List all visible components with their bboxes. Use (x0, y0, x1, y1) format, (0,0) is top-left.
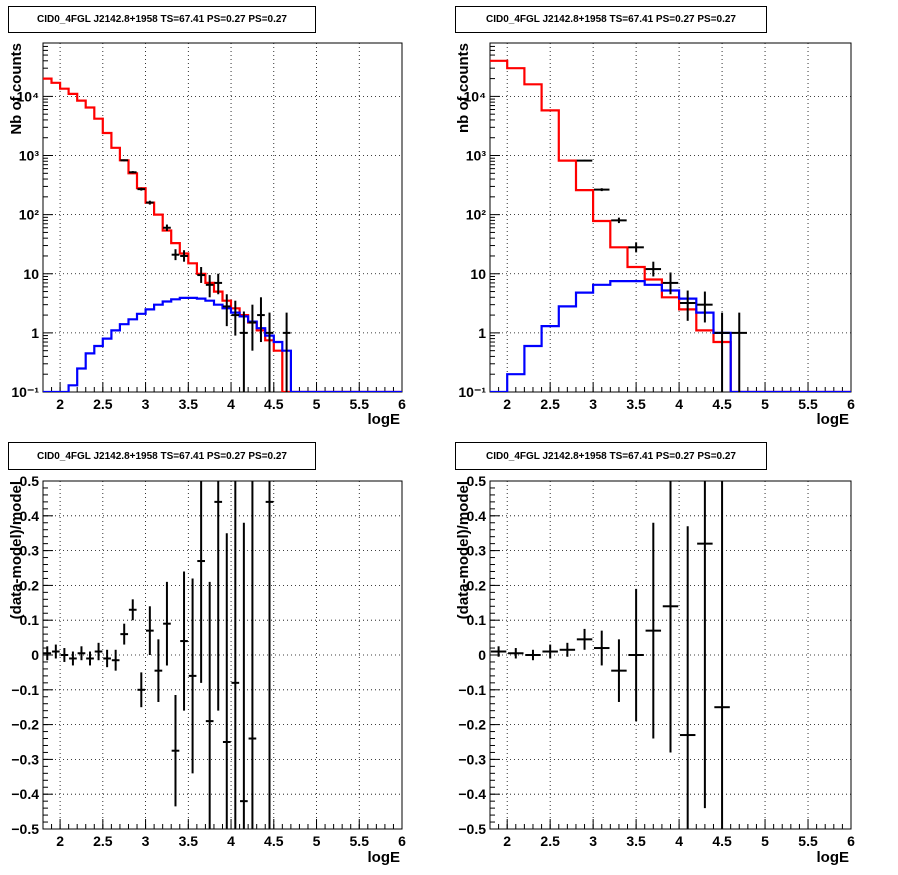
y-axis-label: nb of counts (455, 43, 472, 133)
y-axis-label: (data-model)/model (455, 481, 472, 619)
x-tick-label: 3.5 (626, 396, 646, 412)
x-tick-label: 6 (398, 833, 406, 849)
y-tick-label: −0.1 (458, 682, 486, 698)
x-tick-label: 2 (503, 396, 511, 412)
y-tick-label: 1 (478, 325, 486, 341)
y-tick-label: 10 (470, 266, 486, 282)
x-axis-label: logE (368, 849, 401, 866)
y-tick-label: 0.3 (20, 543, 40, 559)
y-tick-label: −0.4 (11, 786, 39, 802)
plot-frame (42, 42, 403, 393)
x-tick-label: 3 (142, 396, 150, 412)
x-tick-label: 4 (675, 396, 683, 412)
y-axis-label: Nb of counts (8, 43, 25, 135)
y-tick-label: 10³ (466, 148, 487, 164)
y-tick-label: 10³ (19, 148, 40, 164)
x-tick-label: 4.5 (264, 396, 284, 412)
plot-area (43, 77, 402, 392)
y-tick-label: 10⁴ (464, 88, 487, 104)
x-tick-label: 4.5 (264, 833, 284, 849)
x-tick-label: 2.5 (93, 396, 113, 412)
x-tick-label: 6 (847, 833, 855, 849)
x-tick-label: 5 (313, 833, 321, 849)
y-tick-label: 10⁴ (17, 88, 40, 104)
chart-panel-1: 2 2.5 3 3.5 4 4.5 5 5.5 6 10⁻¹ 1 10 10² 10³ 10⁴ logE Nb … (8, 42, 406, 428)
chart-panel-3: 2 2.5 3 3.5 4 4.5 5 5.5 6 −0.5 −0.4 −0.3 −0.2 −0.1 0 0.… (8, 473, 406, 866)
series-step-line-model-total (490, 59, 851, 392)
x-tick-label: 3.5 (179, 833, 199, 849)
x-tick-label: 3 (589, 396, 597, 412)
plot-area (490, 481, 730, 829)
x-axis-label: logE (817, 849, 850, 866)
y-tick-label: 0.5 (20, 473, 40, 489)
y-tick-label: −0.3 (11, 751, 39, 767)
y-tick-label: 0.2 (467, 577, 487, 593)
y-tick-label: −0.5 (458, 821, 486, 837)
y-tick-label: 0.4 (467, 508, 487, 524)
y-tick-label: −0.4 (458, 786, 486, 802)
panel-title-top-right: CID0_4FGL J2142.8+1958 TS=67.41 PS=0.27 … (455, 6, 767, 33)
x-tick-label: 2 (56, 396, 64, 412)
x-tick-label: 5 (761, 833, 769, 849)
y-tick-label: 1 (31, 325, 39, 341)
x-tick-label: 2.5 (540, 396, 560, 412)
chart-panel-4: 2 2.5 3 3.5 4 4.5 5 5.5 6 −0.5 −0.4 −0.3 −0.2 −0.1 0 0.… (455, 473, 855, 866)
y-tick-label: −0.3 (458, 751, 486, 767)
y-tick-label: 10 (23, 266, 39, 282)
y-tick-label: −0.1 (11, 682, 39, 698)
y-tick-label: 0.4 (20, 508, 40, 524)
panel-title-bottom-left: CID0_4FGL J2142.8+1958 TS=67.41 PS=0.27 … (8, 442, 316, 470)
x-tick-label: 2.5 (93, 833, 113, 849)
x-tick-label: 5.5 (350, 396, 370, 412)
y-tick-label: 10⁻¹ (458, 384, 486, 400)
y-tick-label: −0.2 (11, 717, 39, 733)
plot-area (490, 59, 851, 392)
x-tick-label: 4.5 (712, 833, 732, 849)
x-axis-label: logE (817, 411, 850, 428)
series-step-line-model-total (43, 77, 402, 392)
x-tick-label: 5.5 (350, 833, 370, 849)
x-tick-label: 5.5 (798, 833, 818, 849)
x-axis-label: logE (368, 411, 401, 428)
x-tick-label: 5 (313, 396, 321, 412)
y-axis-label: (data-model)/model (8, 481, 25, 619)
x-tick-label: 6 (398, 396, 406, 412)
y-tick-label: −0.5 (11, 821, 39, 837)
x-tick-label: 3 (142, 833, 150, 849)
x-tick-label: 3 (589, 833, 597, 849)
x-tick-label: 4.5 (712, 396, 732, 412)
x-tick-label: 2 (56, 833, 64, 849)
series-step-line-model-source (43, 296, 402, 392)
y-tick-label: 0.1 (467, 612, 487, 628)
x-tick-label: 3.5 (179, 396, 199, 412)
chart-panel-2: 2 2.5 3 3.5 4 4.5 5 5.5 6 10⁻¹ 1 10 10² 10³ 10⁴ logE nb … (455, 42, 855, 428)
y-tick-label: 10⁻¹ (11, 384, 39, 400)
panel-title-top-left: CID0_4FGL J2142.8+1958 TS=67.41 PS=0.27 … (8, 6, 316, 33)
y-tick-label: 0.2 (20, 577, 40, 593)
x-tick-label: 5 (761, 396, 769, 412)
y-tick-label: −0.2 (458, 717, 486, 733)
x-tick-label: 6 (847, 396, 855, 412)
x-tick-label: 4 (675, 833, 683, 849)
y-tick-label: 10² (466, 207, 487, 223)
x-tick-label: 5.5 (798, 396, 818, 412)
x-tick-label: 3.5 (626, 833, 646, 849)
plot-frame (42, 480, 403, 830)
panel-title-bottom-right: CID0_4FGL J2142.8+1958 TS=67.41 PS=0.27 … (455, 442, 767, 470)
y-tick-label: 0.5 (467, 473, 487, 489)
series-step-line-model-source (490, 280, 851, 392)
y-tick-label: 10² (19, 207, 40, 223)
x-tick-label: 4 (227, 833, 235, 849)
y-tick-label: 0 (478, 647, 486, 663)
y-tick-label: 0 (31, 647, 39, 663)
y-tick-label: 0.3 (467, 543, 487, 559)
y-tick-label: 0.1 (20, 612, 40, 628)
plot-frame (489, 42, 852, 393)
x-tick-label: 2 (503, 833, 511, 849)
x-tick-label: 2.5 (540, 833, 560, 849)
x-tick-label: 4 (227, 396, 235, 412)
plot-area (43, 481, 274, 829)
